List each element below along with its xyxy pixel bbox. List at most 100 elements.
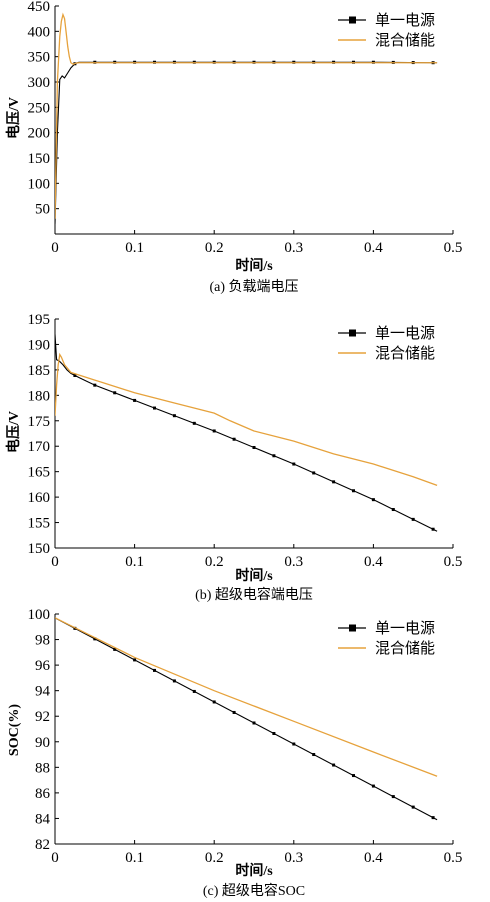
legend-label-single-source: 单一电源 <box>375 620 435 637</box>
series-marker-single-source <box>212 700 216 704</box>
legend-label-single-source: 单一电源 <box>375 12 435 29</box>
chart-caption: (c) 超级电容SOC <box>203 882 305 899</box>
y-tick-label: 50 <box>35 202 50 218</box>
series-marker-single-source <box>113 391 117 395</box>
x-tick-label: 0.5 <box>444 240 463 256</box>
chart-caption: (b) 超级电容端电压 <box>195 586 313 603</box>
x-axis-label: 时间/s <box>235 862 273 879</box>
series-marker-single-source <box>371 784 375 788</box>
y-axis-label: 电压/V <box>5 97 22 139</box>
plot-area <box>55 334 438 532</box>
legend-label-hybrid-storage: 混合储能 <box>375 640 435 657</box>
y-tick-label: 300 <box>28 75 51 91</box>
x-axis-label: 时间/s <box>235 567 273 584</box>
legend-label-hybrid-storage: 混合储能 <box>375 32 435 49</box>
y-tick-label: 90 <box>35 735 50 751</box>
series-marker-single-source <box>312 471 316 475</box>
x-tick-label: 0.4 <box>364 554 383 570</box>
y-tick-label: 92 <box>35 709 50 725</box>
series-marker-single-source <box>192 689 196 693</box>
y-tick-label: 200 <box>28 126 51 142</box>
series-marker-single-source <box>292 462 296 466</box>
series-marker-single-source <box>391 795 395 799</box>
x-tick-label: 0.2 <box>205 240 224 256</box>
y-tick-label: 84 <box>35 811 51 827</box>
series-marker-single-source <box>113 647 117 651</box>
y-tick-label: 82 <box>35 837 50 853</box>
y-axis-label: 电压/V <box>5 411 22 453</box>
y-tick-label: 150 <box>28 151 51 167</box>
series-marker-single-source <box>172 679 176 683</box>
x-tick-label: 0.3 <box>284 850 303 866</box>
y-tick-label: 96 <box>35 658 51 674</box>
y-tick-label: 180 <box>28 388 51 404</box>
y-tick-label: 98 <box>35 633 50 649</box>
x-axis-label: 时间/s <box>235 257 273 274</box>
x-tick-label: 0.4 <box>364 240 383 256</box>
x-tick-label: 0.3 <box>284 554 303 570</box>
series-marker-single-source <box>73 373 77 377</box>
series-marker-single-source <box>93 637 97 641</box>
y-tick-label: 175 <box>28 414 51 430</box>
y-tick-label: 350 <box>28 50 51 66</box>
series-marker-single-source <box>431 527 435 531</box>
series-marker-single-source <box>371 498 375 502</box>
y-tick-label: 88 <box>35 760 50 776</box>
legend-marker-square <box>349 329 356 337</box>
y-tick-label: 195 <box>28 312 51 328</box>
y-tick-label: 100 <box>28 176 51 192</box>
x-tick-label: 0.3 <box>284 240 303 256</box>
series-marker-single-source <box>411 805 415 809</box>
x-tick-label: 0.5 <box>444 850 463 866</box>
x-tick-label: 0.1 <box>125 850 144 866</box>
y-tick-label: 170 <box>28 439 51 455</box>
series-marker-single-source <box>272 731 276 735</box>
y-tick-label: 185 <box>28 363 51 379</box>
x-tick-label: 0 <box>51 240 59 256</box>
y-tick-label: 450 <box>28 0 51 15</box>
x-tick-label: 0.5 <box>444 554 463 570</box>
series-marker-single-source <box>332 763 336 767</box>
y-tick-label: 165 <box>28 465 51 481</box>
y-tick-label: 100 <box>28 607 51 623</box>
series-marker-single-source <box>352 489 355 493</box>
y-tick-label: 86 <box>35 786 51 802</box>
x-tick-label: 0.1 <box>125 554 144 570</box>
series-marker-single-source <box>252 445 256 449</box>
plot-area <box>55 12 438 224</box>
series-marker-single-source <box>133 658 137 662</box>
x-tick-label: 0.4 <box>364 850 383 866</box>
legend-label-single-source: 单一电源 <box>375 325 435 342</box>
x-tick-label: 0.2 <box>205 850 224 866</box>
legend-marker-square <box>349 16 356 24</box>
y-axis-label: SOC(%) <box>7 704 22 756</box>
series-marker-single-source <box>252 721 256 725</box>
series-marker-single-source <box>212 429 216 433</box>
chart-caption: (a) 负载端电压 <box>209 279 298 295</box>
series-marker-single-source <box>93 383 97 387</box>
series-marker-single-source <box>172 414 176 418</box>
series-marker-single-source <box>133 398 137 402</box>
series-line-hybrid-storage <box>55 617 438 777</box>
plot-area <box>55 617 438 821</box>
x-tick-label: 0.1 <box>125 240 144 256</box>
y-tick-label: 400 <box>28 24 51 40</box>
series-line-hybrid-storage <box>55 352 438 487</box>
series-marker-single-source <box>153 668 156 672</box>
y-tick-label: 155 <box>28 516 51 532</box>
y-tick-label: 250 <box>28 100 51 116</box>
y-tick-label: 190 <box>28 337 51 353</box>
series-line-hybrid-storage <box>55 12 438 219</box>
chart-panel-b: 0 0.1 0.2 0.3 0.4 0.5 150 155 160 165 170 175 180 185… <box>5 312 462 603</box>
series-marker-single-source <box>192 421 196 425</box>
legend-marker-square <box>349 624 356 632</box>
y-tick-label: 150 <box>28 541 51 557</box>
series-marker-single-source <box>352 774 355 778</box>
y-tick-label: 94 <box>35 684 51 700</box>
series-marker-single-source <box>232 437 236 441</box>
series-marker-single-source <box>232 710 236 714</box>
series-marker-single-source <box>431 816 435 820</box>
